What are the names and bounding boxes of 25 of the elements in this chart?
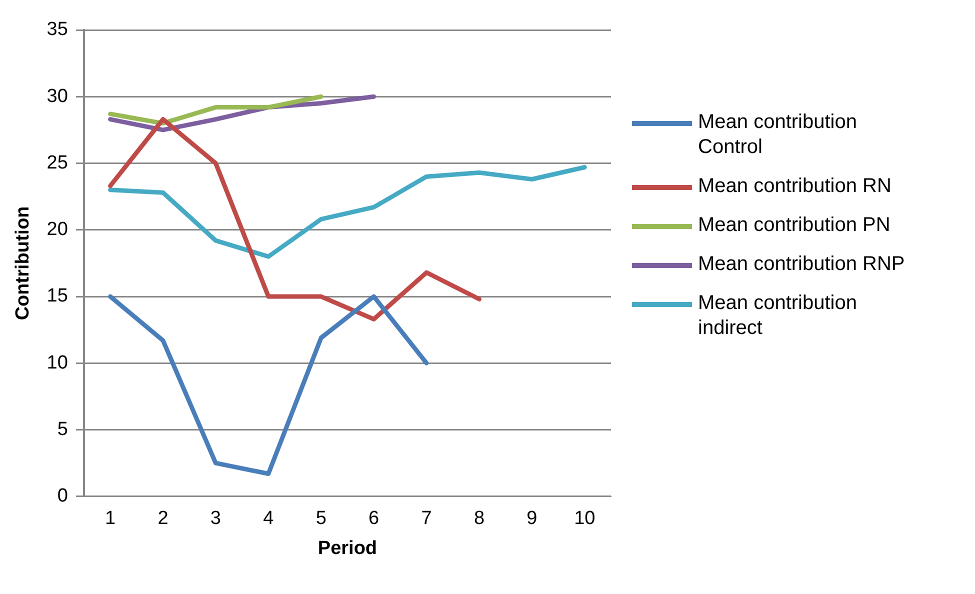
x-tick-label: 7 bbox=[421, 508, 432, 530]
x-tick-label: 2 bbox=[158, 508, 168, 530]
y-tick-label: 25 bbox=[46, 152, 68, 174]
y-tick-label: 30 bbox=[46, 86, 68, 107]
legend-label: Mean contribution RNP bbox=[698, 252, 906, 277]
x-tick-label: 8 bbox=[474, 508, 485, 530]
legend-label: Mean contribution RN bbox=[698, 174, 892, 199]
x-tick-label: 10 bbox=[574, 508, 596, 530]
legend-label: Mean contribution Control bbox=[698, 110, 858, 160]
legend-label: Mean contribution indirect bbox=[698, 291, 858, 341]
x-axis-title: Period bbox=[318, 538, 378, 559]
y-tick-label: 20 bbox=[46, 219, 68, 240]
y-tick-label: 10 bbox=[46, 352, 68, 374]
x-tick-label: 9 bbox=[526, 508, 538, 530]
y-tick-label: 5 bbox=[57, 419, 68, 440]
y-tick-label: 0 bbox=[57, 486, 68, 507]
x-tick-label: 4 bbox=[263, 508, 274, 530]
x-tick-label: 6 bbox=[368, 508, 380, 530]
x-tick-label: 5 bbox=[316, 508, 326, 530]
y-tick-label: 35 bbox=[46, 19, 68, 40]
x-tick-label: 3 bbox=[210, 508, 221, 530]
y-axis-title: Contribution bbox=[12, 206, 34, 320]
x-tick-label: 1 bbox=[105, 508, 116, 530]
y-tick-label: 15 bbox=[46, 286, 68, 307]
legend-label: Mean contribution PN bbox=[698, 213, 892, 238]
